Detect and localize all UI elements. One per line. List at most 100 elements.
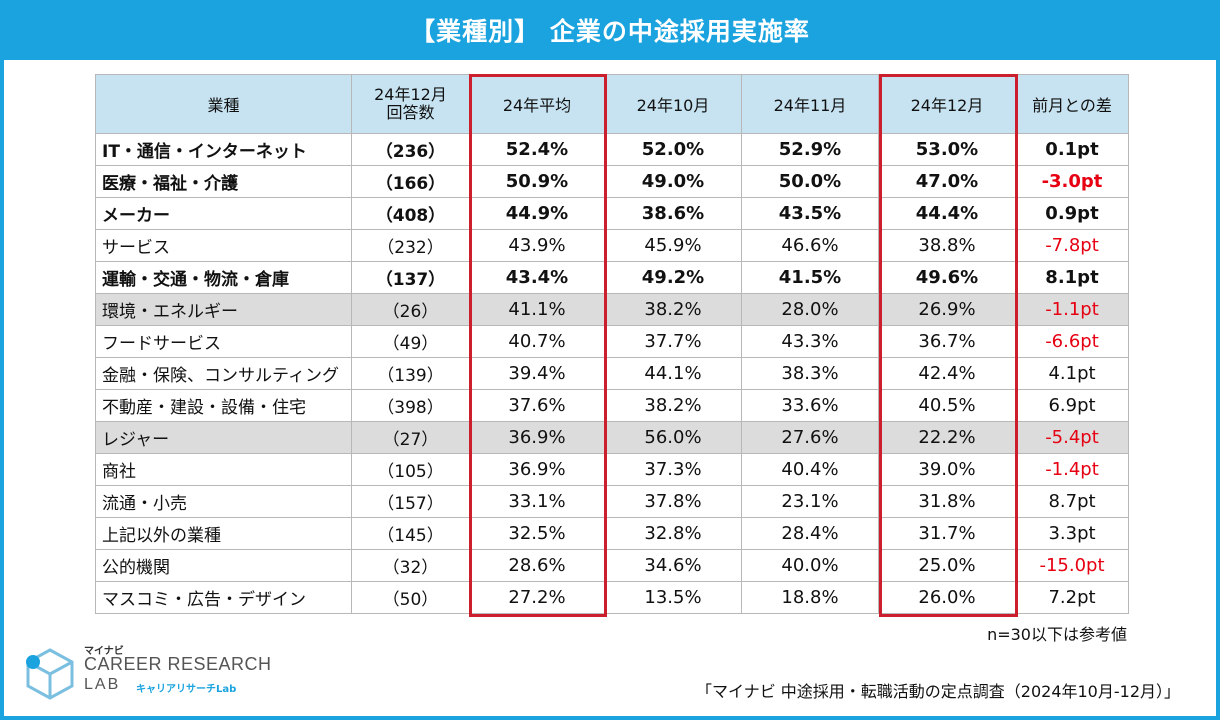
oct-cell: 49.0% [604,165,742,198]
page-title: 【業種別】 企業の中途採用実施率 [0,0,1220,60]
dec-cell: 25.0% [878,549,1016,582]
industry-cell: レジャー [95,421,352,454]
table-row: 金融・保険、コンサルティング （139） 39.4% 44.1% 38.3% 42.4% 4… [95,357,1129,390]
table-row: 商社 （105） 36.9% 37.3% 40.4% 39.0% -1.4pt [95,453,1129,486]
dec-cell: 47.0% [878,165,1016,198]
industry-cell: メーカー [95,197,352,230]
nov-cell: 18.8% [741,581,879,614]
header-oct: 24年10月 [604,74,742,134]
diff-cell: -1.1pt [1015,293,1129,326]
nov-cell: 43.5% [741,197,879,230]
table-row: 運輸・交通・物流・倉庫 （137） 43.4% 49.2% 41.5% 49.6% 8.1p… [95,261,1129,294]
nov-cell: 52.9% [741,133,879,166]
logo-brand-small: マイナビ [84,646,124,657]
industry-cell: フードサービス [95,325,352,358]
responses-cell: （157） [351,485,470,518]
nov-cell: 23.1% [741,485,879,518]
industry-cell: 流通・小売 [95,485,352,518]
header-industry: 業種 [95,74,352,134]
industry-cell: 医療・福祉・介護 [95,165,352,198]
avg-cell: 36.9% [469,453,605,486]
table-row: メーカー （408） 44.9% 38.6% 43.5% 44.4% 0.9pt [95,197,1129,230]
table-row: サービス （232） 43.9% 45.9% 46.6% 38.8% -7.8pt [95,229,1129,262]
header-nov: 24年11月 [741,74,879,134]
avg-cell: 39.4% [469,357,605,390]
nov-cell: 33.6% [741,389,879,422]
avg-cell: 40.7% [469,325,605,358]
responses-cell: （26） [351,293,470,326]
diff-cell: 4.1pt [1015,357,1129,390]
nov-cell: 50.0% [741,165,879,198]
avg-cell: 44.9% [469,197,605,230]
diff-cell: 6.9pt [1015,389,1129,422]
logo-brand-main: CAREER RESEARCH [84,654,272,674]
header-responses-line1: 24年12月 [374,85,447,104]
table-row: フードサービス （49） 40.7% 37.7% 43.3% 36.7% -6.6pt [95,325,1129,358]
oct-cell: 13.5% [604,581,742,614]
logo-brand-lab: LAB [84,676,121,693]
diff-cell: 3.3pt [1015,517,1129,550]
responses-cell: （166） [351,165,470,198]
responses-cell: （408） [351,197,470,230]
oct-cell: 44.1% [604,357,742,390]
industry-cell: マスコミ・広告・デザイン [95,581,352,614]
dec-cell: 49.6% [878,261,1016,294]
dec-cell: 42.4% [878,357,1016,390]
diff-cell: -3.0pt [1015,165,1129,198]
industry-cell: 商社 [95,453,352,486]
logo-brand-sub: キャリアリサーチLab [136,684,237,695]
oct-cell: 52.0% [604,133,742,166]
oct-cell: 38.6% [604,197,742,230]
nov-cell: 38.3% [741,357,879,390]
diff-cell: -7.8pt [1015,229,1129,262]
dec-cell: 53.0% [878,133,1016,166]
industry-cell: IT・通信・インターネット [95,133,352,166]
avg-cell: 36.9% [469,421,605,454]
table-row: 上記以外の業種 （145） 32.5% 32.8% 28.4% 31.7% 3.3pt [95,517,1129,550]
nov-cell: 40.0% [741,549,879,582]
diff-cell: 0.1pt [1015,133,1129,166]
oct-cell: 45.9% [604,229,742,262]
oct-cell: 37.7% [604,325,742,358]
reference-note: n=30以下は参考値 [987,625,1127,644]
industry-cell: サービス [95,229,352,262]
avg-cell: 32.5% [469,517,605,550]
oct-cell: 32.8% [604,517,742,550]
nov-cell: 43.3% [741,325,879,358]
avg-cell: 37.6% [469,389,605,422]
table-row: 不動産・建設・設備・住宅 （398） 37.6% 38.2% 33.6% 40.5% 6.9… [95,389,1129,422]
header-avg: 24年平均 [469,74,605,134]
responses-cell: （398） [351,389,470,422]
oct-cell: 37.3% [604,453,742,486]
cube-logo-icon [26,648,74,700]
nov-cell: 28.0% [741,293,879,326]
header-dec: 24年12月 [878,74,1016,134]
nov-cell: 40.4% [741,453,879,486]
dec-cell: 39.0% [878,453,1016,486]
avg-cell: 27.2% [469,581,605,614]
table-row: IT・通信・インターネット （236） 52.4% 52.0% 52.9% 53.0% 0.… [95,133,1129,166]
avg-cell: 52.4% [469,133,605,166]
avg-cell: 28.6% [469,549,605,582]
responses-cell: （145） [351,517,470,550]
table-row: 環境・エネルギー （26） 41.1% 38.2% 28.0% 26.9% -1.1pt [95,293,1129,326]
responses-cell: （27） [351,421,470,454]
oct-cell: 49.2% [604,261,742,294]
avg-cell: 41.1% [469,293,605,326]
dec-cell: 36.7% [878,325,1016,358]
table-row: マスコミ・広告・デザイン （50） 27.2% 13.5% 18.8% 26.0% 7.2p… [95,581,1129,614]
header-responses-line2: 回答数 [386,103,435,122]
source-citation: 「マイナビ 中途採用・転職活動の定点調査（2024年10月-12月）」 [696,682,1180,701]
responses-cell: （232） [351,229,470,262]
industry-cell: 公的機関 [95,549,352,582]
diff-cell: 8.1pt [1015,261,1129,294]
oct-cell: 34.6% [604,549,742,582]
responses-cell: （105） [351,453,470,486]
diff-cell: -5.4pt [1015,421,1129,454]
oct-cell: 56.0% [604,421,742,454]
responses-cell: （50） [351,581,470,614]
diff-cell: 8.7pt [1015,485,1129,518]
industry-cell: 運輸・交通・物流・倉庫 [95,261,352,294]
diff-cell: -1.4pt [1015,453,1129,486]
diff-cell: 7.2pt [1015,581,1129,614]
